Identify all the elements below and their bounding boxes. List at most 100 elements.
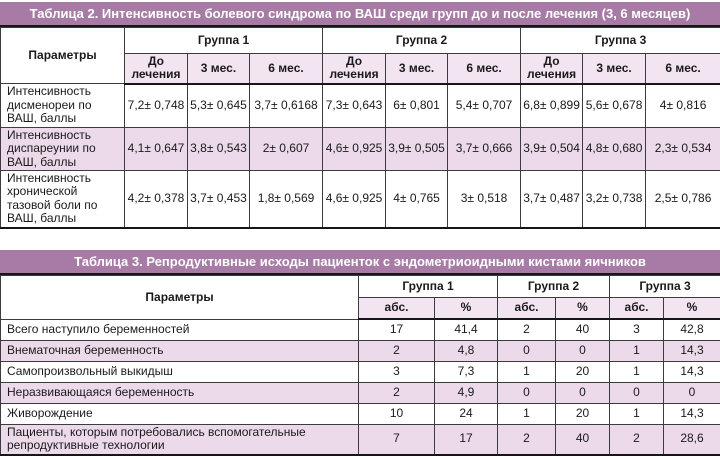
- value-cell: 5,6± 0,678: [583, 84, 646, 127]
- value-cell: 3,9± 0,504: [521, 127, 583, 170]
- value-cell: 3,8± 0,543: [188, 127, 250, 170]
- value-cell: 3,7± 0,6168: [250, 84, 323, 127]
- table3: Параметры Группа 1 Группа 2 Группа 3 абс…: [0, 275, 720, 456]
- row-label: Интенсивность дисменореи по ВАШ, баллы: [1, 84, 125, 127]
- value-cell: 2: [610, 424, 664, 454]
- table2-group2-header: Группа 2: [323, 28, 521, 54]
- table3-group-header-row: Параметры Группа 1 Группа 2 Группа 3: [1, 275, 720, 297]
- value-cell: 3: [359, 361, 435, 382]
- table-row: Самопроизвольный выкидыш 3 7,3 1 20 1 14…: [1, 361, 720, 382]
- subheader-cell: 6 мес.: [448, 54, 521, 84]
- row-label: Интенсивность хронической тазовой боли п…: [1, 171, 125, 228]
- value-cell: 10: [359, 403, 435, 424]
- subheader-cell: 3 мес.: [188, 54, 250, 84]
- value-cell: 7,3± 0,643: [323, 84, 386, 127]
- table3-section: Таблица 3. Репродуктивные исходы пациент…: [0, 250, 720, 456]
- table-row: Всего наступило беременностей 17 41,4 2 …: [1, 319, 720, 340]
- table-row: Живорождение 10 24 1 20 1 14,3: [1, 403, 720, 424]
- value-cell: 4,2± 0,378: [125, 171, 188, 228]
- subheader-cell: До лечения: [323, 54, 386, 84]
- value-cell: 4,6± 0,925: [323, 127, 386, 170]
- table-row: Пациенты, которым потребовались вспомога…: [1, 424, 720, 454]
- value-cell: 28,6: [664, 424, 720, 454]
- value-cell: 3,9± 0,505: [386, 127, 448, 170]
- value-cell: 2: [498, 424, 556, 454]
- subheader-cell: 6 мес.: [250, 54, 323, 84]
- value-cell: 4,8± 0,680: [583, 127, 646, 170]
- row-label: Интенсивность диспареунии по ВАШ, баллы: [1, 127, 125, 170]
- value-cell: 14,3: [664, 361, 720, 382]
- table2: Параметры Группа 1 Группа 2 Группа 3 До …: [0, 27, 720, 229]
- subheader-cell: %: [435, 297, 498, 319]
- table-row: Внематочная беременность 2 4,8 0 0 1 14,…: [1, 340, 720, 361]
- value-cell: 7: [359, 424, 435, 454]
- row-label: Пациенты, которым потребовались вспомога…: [1, 424, 359, 454]
- value-cell: 7,2± 0,748: [125, 84, 188, 127]
- table3-title: Таблица 3. Репродуктивные исходы пациент…: [0, 250, 720, 275]
- subheader-cell: абс.: [498, 297, 556, 319]
- value-cell: 5,3± 0,645: [188, 84, 250, 127]
- subheader-cell: 6 мес.: [646, 54, 720, 84]
- value-cell: 2: [359, 382, 435, 403]
- value-cell: 4,6± 0,925: [323, 171, 386, 228]
- table2-params-header: Параметры: [1, 28, 125, 84]
- value-cell: 3,2± 0,738: [583, 171, 646, 228]
- table-row: Интенсивность хронической тазовой боли п…: [1, 171, 720, 228]
- table2-group-header-row: Параметры Группа 1 Группа 2 Группа 3: [1, 28, 720, 54]
- value-cell: 2,5± 0,786: [646, 171, 720, 228]
- value-cell: 0: [610, 382, 664, 403]
- table2-group3-header: Группа 3: [521, 28, 720, 54]
- table2-section: Таблица 2. Интенсивность болевого синдро…: [0, 2, 720, 229]
- table-row: Неразвивающаяся беременность 2 4,9 0 0 0…: [1, 382, 720, 403]
- subheader-cell: До лечения: [125, 54, 188, 84]
- value-cell: 24: [435, 403, 498, 424]
- value-cell: 2± 0,607: [250, 127, 323, 170]
- subheader-cell: абс.: [359, 297, 435, 319]
- table2-group1-header: Группа 1: [125, 28, 323, 54]
- value-cell: 4± 0,765: [386, 171, 448, 228]
- value-cell: 4± 0,816: [646, 84, 720, 127]
- value-cell: 1: [498, 361, 556, 382]
- value-cell: 3,7± 0,453: [188, 171, 250, 228]
- row-label: Живорождение: [1, 403, 359, 424]
- table-row: Интенсивность дисменореи по ВАШ, баллы 7…: [1, 84, 720, 127]
- table3-params-header: Параметры: [1, 275, 359, 319]
- subheader-cell: %: [664, 297, 720, 319]
- value-cell: 0: [498, 382, 556, 403]
- table3-group3-header: Группа 3: [610, 275, 720, 297]
- subheader-cell: %: [556, 297, 610, 319]
- value-cell: 4,9: [435, 382, 498, 403]
- value-cell: 1: [610, 340, 664, 361]
- row-label: Внематочная беременность: [1, 340, 359, 361]
- value-cell: 14,3: [664, 403, 720, 424]
- subheader-cell: До лечения: [521, 54, 583, 84]
- value-cell: 42,8: [664, 319, 720, 340]
- value-cell: 3± 0,518: [448, 171, 521, 228]
- value-cell: 4,1± 0,647: [125, 127, 188, 170]
- value-cell: 40: [556, 319, 610, 340]
- section-divider: [0, 229, 720, 248]
- value-cell: 40: [556, 424, 610, 454]
- value-cell: 3,7± 0,487: [521, 171, 583, 228]
- value-cell: 20: [556, 403, 610, 424]
- value-cell: 0: [556, 340, 610, 361]
- row-label: Всего наступило беременностей: [1, 319, 359, 340]
- subheader-cell: 3 мес.: [583, 54, 646, 84]
- table3-group1-header: Группа 1: [359, 275, 498, 297]
- table-row: Интенсивность диспареунии по ВАШ, баллы …: [1, 127, 720, 170]
- value-cell: 20: [556, 361, 610, 382]
- value-cell: 14,3: [664, 340, 720, 361]
- value-cell: 2,3± 0,534: [646, 127, 720, 170]
- value-cell: 3,7± 0,666: [448, 127, 521, 170]
- table3-group2-header: Группа 2: [498, 275, 610, 297]
- value-cell: 0: [556, 382, 610, 403]
- value-cell: 7,3: [435, 361, 498, 382]
- value-cell: 41,4: [435, 319, 498, 340]
- value-cell: 0: [498, 340, 556, 361]
- table2-title: Таблица 2. Интенсивность болевого синдро…: [0, 2, 720, 27]
- value-cell: 2: [359, 340, 435, 361]
- value-cell: 1: [610, 361, 664, 382]
- value-cell: 1,8± 0,569: [250, 171, 323, 228]
- value-cell: 6± 0,801: [386, 84, 448, 127]
- value-cell: 17: [435, 424, 498, 454]
